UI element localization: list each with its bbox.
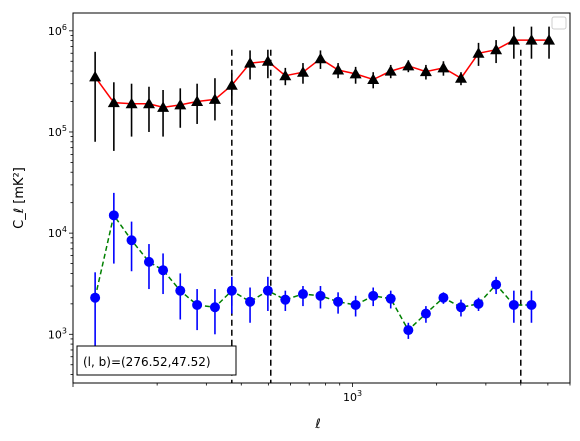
data-point-triangle	[261, 55, 274, 66]
data-point-circle	[262, 285, 273, 296]
annotation-box: (l, b)=(276.52,47.52)	[76, 345, 237, 376]
legend-box	[551, 16, 567, 30]
data-point-triangle	[279, 69, 292, 81]
data-point-triangle	[314, 52, 327, 64]
data-point-circle	[491, 279, 502, 290]
data-point-circle	[175, 285, 186, 296]
data-point-circle	[350, 299, 361, 310]
data-point-triangle	[125, 97, 138, 109]
data-point-circle	[126, 235, 137, 246]
data-point-triangle	[297, 66, 309, 77]
data-point-triangle	[157, 101, 170, 112]
data-point-circle	[158, 265, 169, 276]
data-point-circle	[368, 290, 379, 301]
data-point-triangle	[543, 34, 555, 45]
data-point-triangle	[191, 95, 204, 106]
tick-label-base: 10	[48, 328, 62, 341]
data-point-circle	[420, 308, 431, 319]
annotation-text: (l, b)=(276.52,47.52)	[83, 355, 211, 369]
data-point-circle	[90, 292, 101, 303]
data-point-triangle	[402, 59, 415, 71]
data-point-triangle	[437, 61, 450, 73]
annotation-frame	[76, 345, 237, 376]
data-point-triangle	[174, 98, 187, 110]
y-tick-label: 106	[48, 23, 67, 38]
tick-label-exponent: 3	[357, 389, 362, 398]
data-point-triangle	[455, 72, 467, 83]
data-point-triangle	[332, 64, 345, 75]
data-point-triangle	[384, 65, 397, 76]
tick-label-base: 10	[48, 126, 62, 139]
data-point-triangle	[349, 67, 362, 79]
x-axis-label: ℓ	[314, 417, 320, 432]
data-point-triangle	[419, 65, 432, 77]
data-point-circle	[143, 256, 154, 267]
tick-label-base: 10	[48, 25, 62, 38]
data-point-circle	[508, 299, 519, 310]
data-point-triangle	[244, 57, 257, 68]
tick-label-exponent: 6	[62, 23, 67, 32]
data-point-triangle	[490, 43, 503, 55]
y-tick-label: 104	[48, 225, 67, 240]
tick-label-base: 10	[343, 391, 357, 404]
data-point-circle	[315, 290, 326, 301]
plot-area	[89, 26, 555, 383]
data-point-circle	[297, 289, 308, 300]
data-point-circle	[438, 292, 449, 303]
data-point-circle	[455, 302, 466, 313]
data-point-triangle	[525, 34, 538, 45]
data-point-triangle	[367, 73, 380, 84]
data-point-circle	[192, 299, 203, 310]
tick-label-base: 10	[48, 227, 62, 240]
data-point-circle	[526, 299, 537, 310]
data-point-triangle	[89, 70, 102, 82]
data-point-circle	[226, 285, 237, 296]
tick-label-exponent: 4	[62, 225, 67, 234]
data-point-triangle	[507, 34, 520, 45]
data-point-circle	[108, 210, 119, 221]
series-0	[89, 26, 555, 151]
data-point-triangle	[472, 47, 485, 58]
data-point-triangle	[107, 96, 120, 108]
data-point-circle	[280, 294, 291, 305]
data-point-triangle	[208, 93, 221, 104]
data-point-circle	[403, 325, 414, 336]
y-tick-label: 103	[48, 326, 67, 341]
data-point-circle	[473, 298, 484, 309]
y-tick-label: 105	[48, 124, 67, 139]
data-point-circle	[209, 302, 220, 313]
axes-frame	[72, 12, 571, 384]
data-point-triangle	[143, 97, 155, 109]
data-point-circle	[245, 296, 256, 307]
x-tick-label: 103	[343, 389, 362, 404]
series-1	[90, 192, 537, 350]
data-point-circle	[333, 296, 344, 307]
data-point-triangle	[225, 79, 238, 90]
y-axis-label: C_ℓ [mK²]	[12, 167, 27, 229]
data-point-circle	[385, 293, 396, 304]
tick-label-exponent: 3	[62, 326, 67, 335]
tick-label-exponent: 5	[62, 124, 67, 133]
